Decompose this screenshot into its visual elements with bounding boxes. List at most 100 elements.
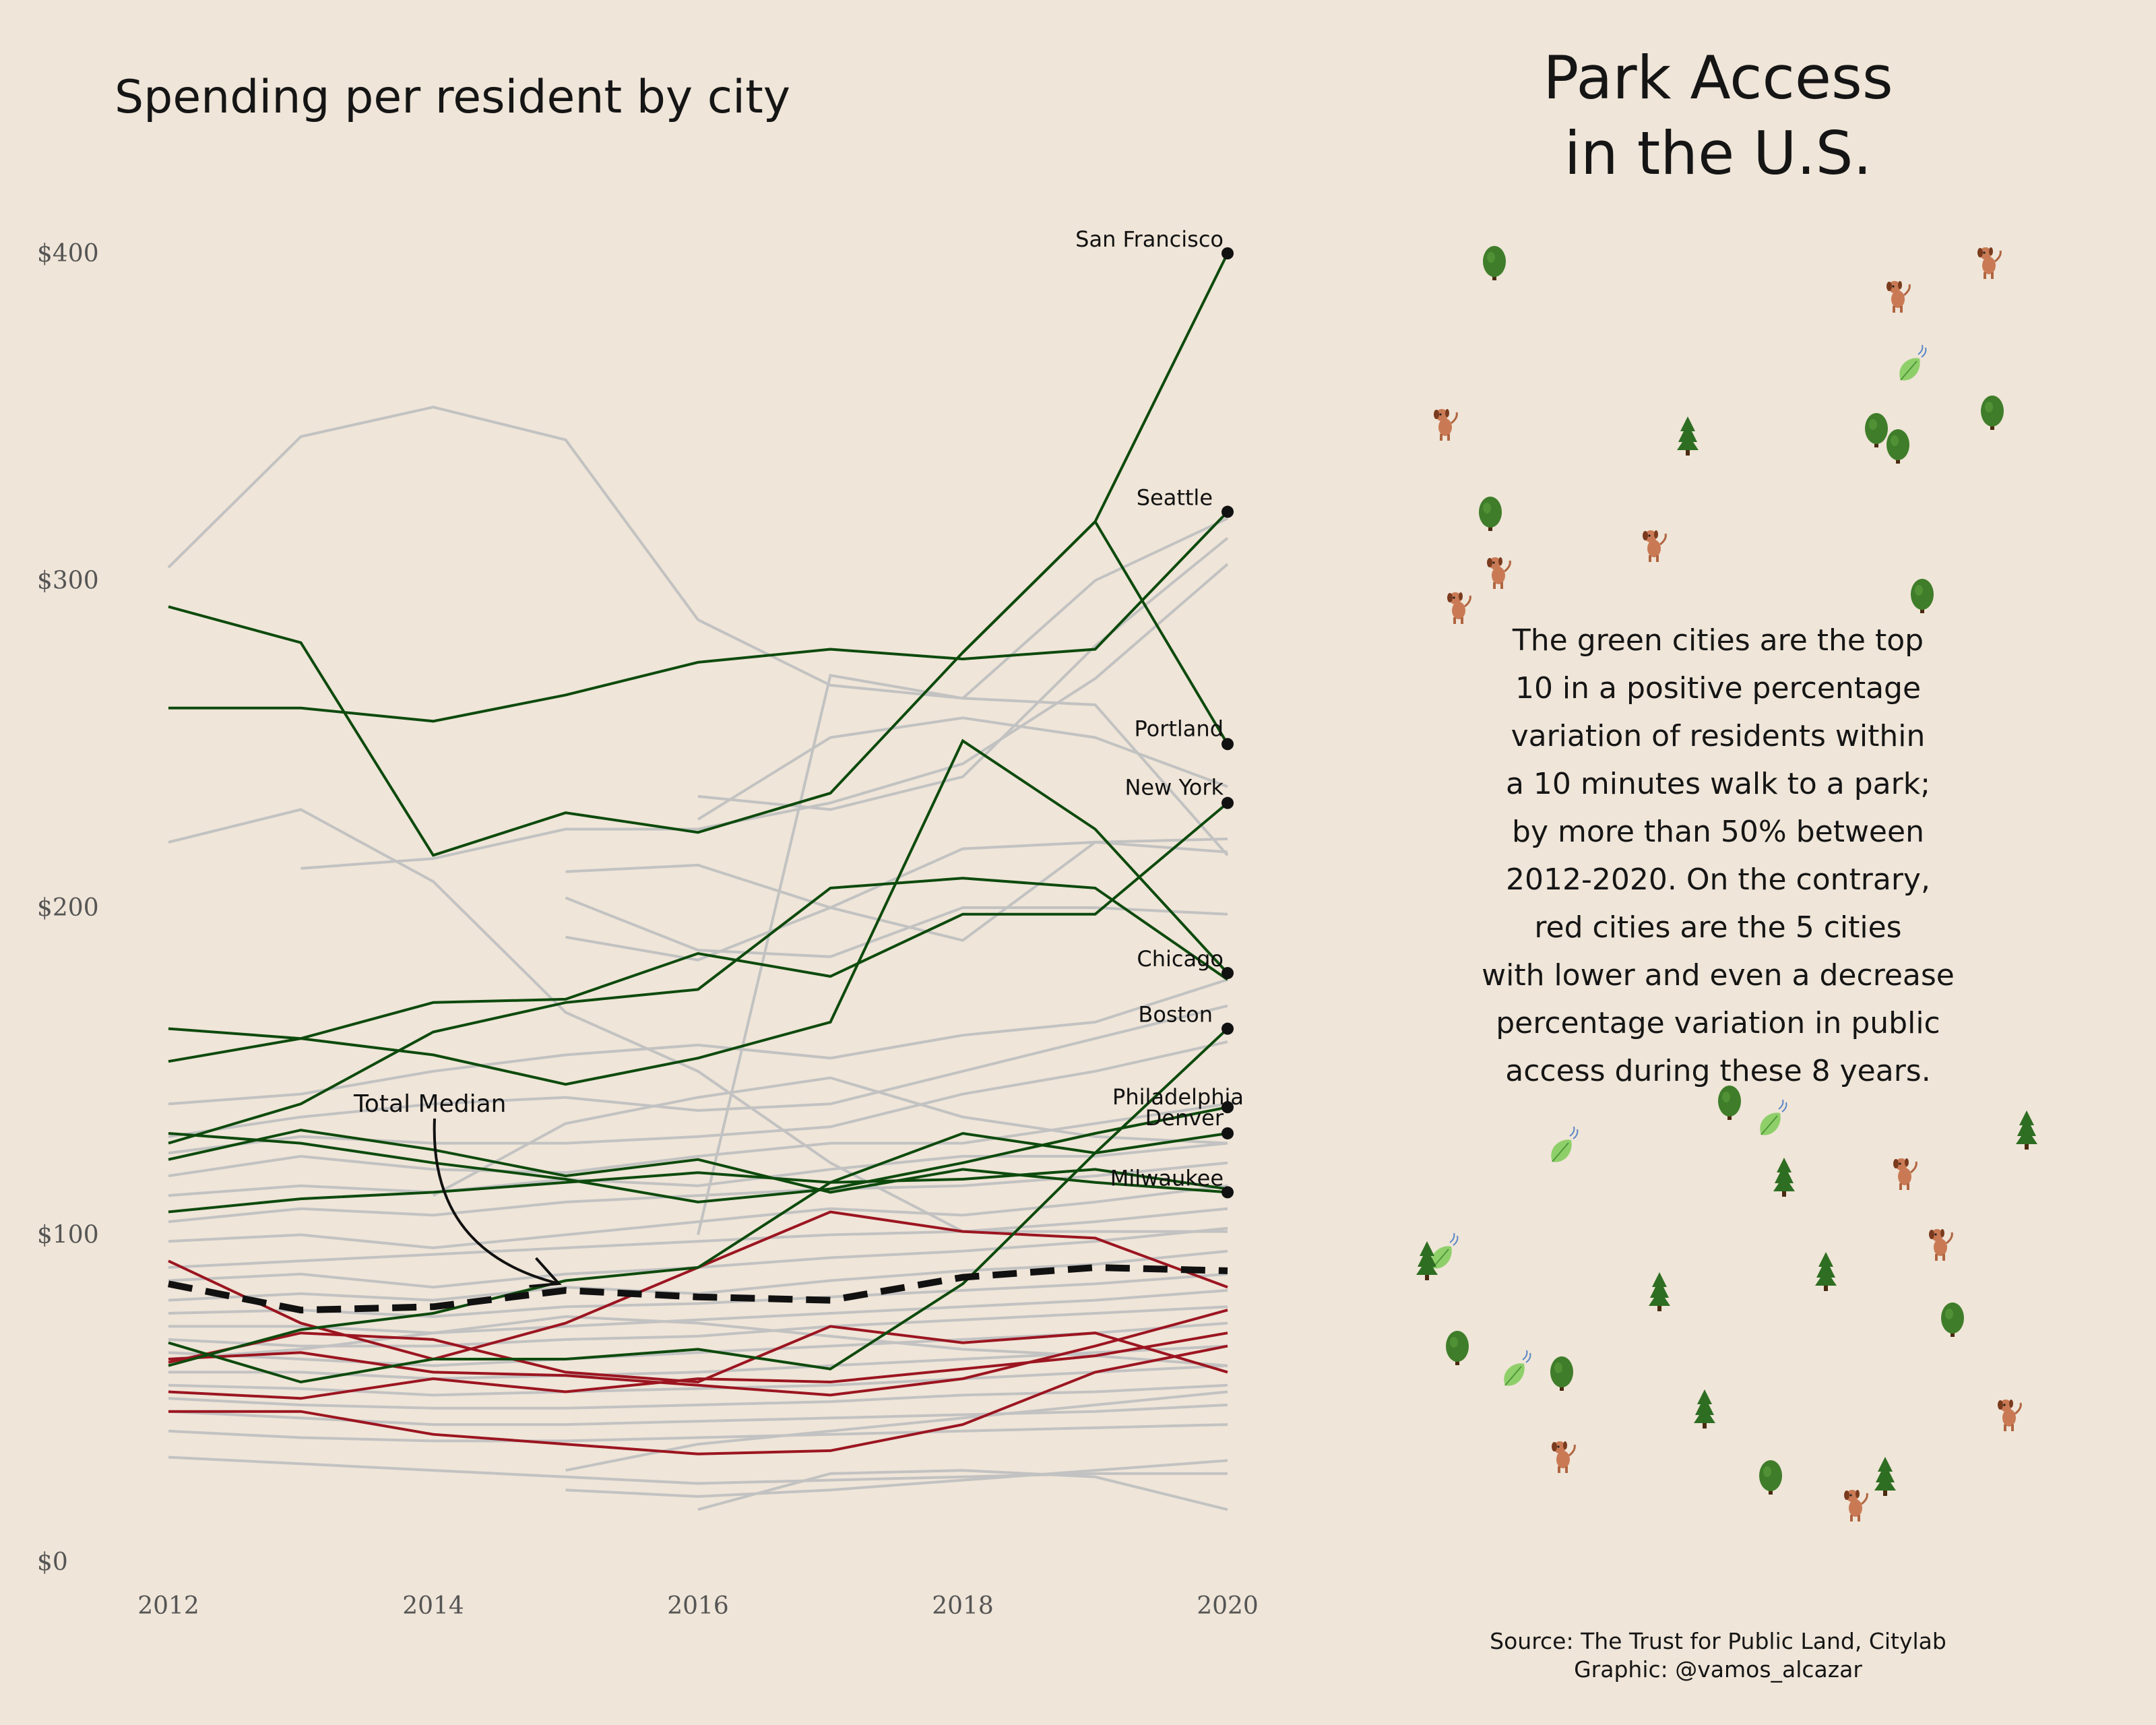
- dog-icon: [1976, 246, 2002, 280]
- dog-icon: [1996, 1398, 2022, 1433]
- city-label: San Francisco: [1075, 226, 1224, 252]
- description-line: a 10 minutes walk to a park;: [1505, 767, 1931, 801]
- description-line: by more than 50% between: [1512, 815, 1924, 849]
- gray-city-line: [697, 716, 1228, 821]
- city-endpoint-dot: [1222, 1101, 1234, 1114]
- city-label: Seattle: [1137, 485, 1213, 511]
- gray-city-line: [168, 808, 1228, 1233]
- annotation-group: Total Median: [353, 1090, 562, 1288]
- tree-icon: [1981, 396, 2004, 430]
- description-line: access during these 8 years.: [1505, 1054, 1931, 1088]
- city-label: Milwaukee: [1110, 1165, 1224, 1191]
- city-label-group: San Francisco Seattle Portland New York Chic…: [1075, 226, 1244, 1199]
- dog-icon: [1432, 408, 1458, 442]
- gray-city-line: [168, 1207, 1228, 1269]
- leaf-icon: [1759, 1099, 1787, 1136]
- y-tick-label: $100: [37, 1222, 99, 1249]
- tree-icon: [1479, 497, 1502, 531]
- median-group: [168, 1263, 1228, 1314]
- x-tick-label: 2020: [1197, 1592, 1259, 1620]
- pine-icon: [1874, 1457, 1896, 1496]
- tree-icon: [1941, 1303, 1964, 1337]
- median-annotation-arrow: [433, 1118, 559, 1285]
- pine-icon: [1649, 1272, 1670, 1311]
- green-city-line: [168, 519, 1229, 857]
- pine-icon: [1815, 1252, 1837, 1291]
- gray-city-line: [168, 1184, 1228, 1249]
- gray-city-line: [433, 1076, 1228, 1197]
- gray-city-line: [565, 840, 1228, 962]
- gray-city-line: [697, 1469, 1228, 1511]
- tree-icon: [1550, 1356, 1573, 1391]
- tree-icon: [1911, 579, 1934, 613]
- green-city-line: [168, 739, 1229, 1086]
- y-tick-label: $300: [37, 567, 99, 595]
- city-endpoint-dot: [1222, 247, 1234, 259]
- median-annotation-arrowhead: [529, 1257, 562, 1288]
- city-label: Denver: [1145, 1105, 1224, 1131]
- description-line: variation of residents within: [1511, 719, 1926, 753]
- gray-city-line: [697, 517, 1228, 1235]
- dog-icon: [1885, 280, 1911, 314]
- pine-icon: [1677, 416, 1699, 456]
- tree-icon: [1865, 413, 1888, 447]
- red-series-group: [168, 1210, 1228, 1455]
- green-city-line: [168, 877, 1229, 1145]
- dog-icon: [1641, 529, 1667, 563]
- description-text: The green cities are the top 10 in a pos…: [1462, 617, 1974, 1095]
- city-endpoint-dot: [1222, 505, 1234, 518]
- green-city-line: [168, 802, 1229, 1063]
- pine-icon: [1694, 1389, 1715, 1429]
- red-city-line: [168, 1344, 1228, 1455]
- gray-city-line: [168, 1141, 1228, 1197]
- y-tick-label: $0: [37, 1548, 68, 1576]
- page-title: Park Access in the U.S.: [1482, 40, 1954, 191]
- dog-icon: [1928, 1228, 1953, 1262]
- city-label: Boston: [1138, 1002, 1213, 1028]
- red-city-line: [168, 1325, 1228, 1384]
- gray-city-line: [168, 1383, 1228, 1410]
- dog-icon: [1892, 1157, 1917, 1191]
- tree-icon: [1483, 246, 1506, 280]
- leaf-icon: [1430, 1232, 1459, 1269]
- city-endpoint-dot: [1222, 967, 1234, 980]
- gray-city-line: [168, 978, 1228, 1106]
- description-line: 2012-2020. On the contrary,: [1506, 862, 1930, 897]
- x-tick-label: 2014: [402, 1592, 464, 1620]
- leaf-icon: [1899, 344, 1927, 381]
- x-tick-label: 2018: [932, 1592, 994, 1620]
- page-title-line: in the U.S.: [1564, 119, 1872, 188]
- description-line: red cities are the 5 cities: [1534, 910, 1902, 945]
- leaf-icon: [1550, 1126, 1579, 1163]
- city-label: Philadelphia: [1112, 1084, 1244, 1110]
- tree-icon: [1886, 429, 1909, 464]
- gray-city-line: [300, 563, 1229, 870]
- y-tick-label: $200: [37, 894, 99, 922]
- gray-city-line: [168, 1004, 1228, 1138]
- gray-city-line: [565, 838, 1228, 942]
- green-city-line: [168, 1028, 1229, 1384]
- gray-city-line: [168, 1272, 1228, 1318]
- source-credit: Source: The Trust for Public Land, Cityl…: [1415, 1627, 2021, 1684]
- green-city-line: [168, 1129, 1228, 1194]
- gray-city-line: [168, 1040, 1228, 1155]
- source-line: Source: The Trust for Public Land, Cityl…: [1490, 1628, 1946, 1654]
- city-endpoint-dot: [1222, 1127, 1234, 1139]
- city-label: Portland: [1134, 716, 1224, 741]
- y-tick-label: $400: [37, 240, 99, 268]
- graphic-credit-line: Graphic: @vamos_alcazar: [1574, 1656, 1862, 1683]
- tree-icon: [1759, 1460, 1782, 1495]
- red-city-line: [168, 1331, 1228, 1400]
- y-axis-ticks: $0 $100 $200 $300 $400: [37, 240, 99, 1576]
- description-line: The green cities are the top: [1512, 623, 1924, 658]
- description-line: with lower and even a decrease: [1482, 958, 1955, 993]
- pine-icon: [1773, 1158, 1795, 1197]
- green-city-line: [168, 1106, 1228, 1203]
- chart-title: Spending per resident by city: [115, 71, 790, 124]
- gray-city-line: [168, 1423, 1228, 1443]
- city-label: New York: [1124, 775, 1224, 801]
- gray-city-line: [565, 1390, 1228, 1472]
- median-line: [168, 1263, 1228, 1314]
- tree-icon: [1446, 1331, 1469, 1365]
